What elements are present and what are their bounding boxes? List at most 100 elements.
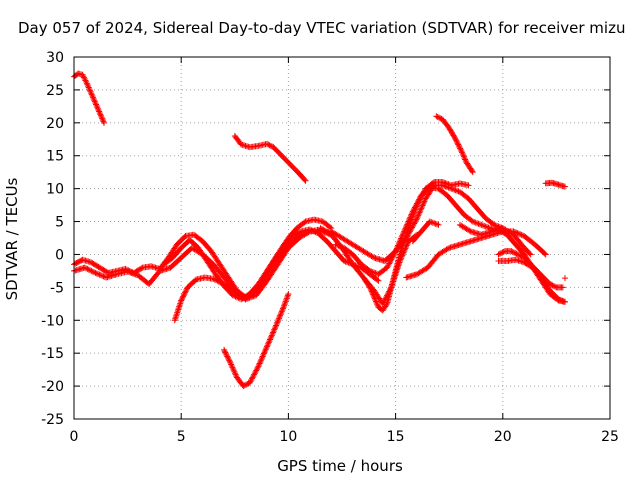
data-point (414, 213, 421, 220)
data-point (408, 211, 415, 218)
data-point (456, 144, 463, 151)
series-track-1 (71, 70, 108, 126)
data-point (366, 267, 373, 274)
data-point (274, 318, 281, 325)
data-point (398, 234, 405, 241)
data-point (474, 220, 481, 227)
data-point (468, 167, 475, 174)
data-point (388, 256, 395, 263)
data-point (457, 146, 464, 153)
data-point (224, 354, 231, 361)
series-track-19 (561, 275, 568, 282)
y-tick-label: -5 (50, 280, 64, 296)
data-point (478, 221, 485, 228)
data-point (435, 221, 442, 228)
data-point (390, 252, 397, 259)
data-point (398, 235, 405, 242)
data-point (283, 296, 290, 303)
data-point (247, 378, 254, 385)
data-point (333, 242, 340, 249)
plot-frame (73, 56, 611, 420)
data-point (342, 258, 349, 265)
data-point (405, 218, 412, 225)
data-point (85, 266, 92, 273)
series-track-9 (161, 226, 382, 303)
data-point (526, 250, 533, 257)
data-point (180, 293, 187, 300)
data-point (265, 141, 272, 148)
data-point (327, 224, 334, 231)
data-point (277, 312, 284, 319)
data-point (138, 265, 145, 272)
data-point (210, 275, 217, 282)
data-point (462, 157, 469, 164)
data-point (88, 267, 95, 274)
data-point (548, 281, 555, 288)
data-point (515, 230, 522, 237)
data-point (255, 363, 262, 370)
data-point (552, 283, 559, 290)
data-point (84, 81, 91, 88)
data-point (275, 315, 282, 322)
data-point (224, 353, 231, 360)
data-point (368, 287, 375, 294)
data-point (386, 260, 393, 267)
data-point (451, 135, 458, 142)
data-point (365, 266, 372, 273)
data-point (84, 265, 91, 272)
data-point (461, 155, 468, 162)
data-point (368, 288, 375, 295)
data-point (397, 256, 404, 263)
x-tick-label: 0 (70, 429, 79, 445)
series-track-18 (495, 256, 568, 305)
data-point (301, 219, 308, 226)
data-point (99, 115, 106, 122)
data-point (253, 367, 260, 374)
data-point (561, 183, 568, 190)
y-tick-label: -20 (41, 379, 64, 395)
data-point (559, 284, 566, 291)
data-point (235, 294, 242, 301)
data-point (87, 88, 94, 95)
data-point (517, 252, 524, 259)
data-point (384, 264, 391, 271)
data-point (232, 371, 239, 378)
data-point (88, 91, 95, 98)
data-point (93, 101, 100, 108)
data-point (229, 364, 236, 371)
data-point (409, 223, 416, 230)
data-point (370, 292, 377, 299)
data-point (86, 85, 93, 92)
data-points (71, 70, 568, 390)
data-point (391, 249, 398, 256)
data-point (96, 271, 103, 278)
data-point (83, 78, 90, 85)
data-point (396, 258, 403, 265)
data-point (419, 202, 426, 209)
data-point (270, 328, 277, 335)
data-point (249, 374, 256, 381)
y-tick-label: 15 (46, 149, 64, 165)
x-tick-label: 25 (601, 429, 619, 445)
data-point (512, 250, 519, 257)
data-point (453, 138, 460, 145)
series-track-16 (456, 221, 534, 258)
data-point (81, 74, 88, 81)
data-point (265, 339, 272, 346)
series-track-2 (231, 132, 309, 184)
data-point (434, 113, 441, 120)
data-point (389, 255, 396, 262)
data-point (308, 227, 315, 234)
series-track-13 (360, 231, 421, 314)
data-point (441, 182, 448, 189)
data-point (96, 109, 103, 116)
data-point (468, 217, 475, 224)
data-point (428, 219, 435, 226)
data-point (432, 220, 439, 227)
data-point (412, 217, 419, 224)
data-point (462, 156, 469, 163)
data-point (253, 366, 260, 373)
data-point (312, 229, 319, 236)
data-point (92, 269, 99, 276)
